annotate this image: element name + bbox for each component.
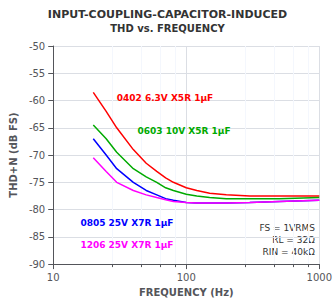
svg-text:FS = 1VRMS: FS = 1VRMS xyxy=(259,223,315,233)
svg-text:-85: -85 xyxy=(29,231,45,242)
svg-text:THD+N (dB FS): THD+N (dB FS) xyxy=(8,112,19,197)
svg-text:-55: -55 xyxy=(29,68,45,79)
svg-text:INPUT-COUPLING-CAPACITOR-INDUC: INPUT-COUPLING-CAPACITOR-INDUCED xyxy=(48,8,287,21)
svg-text:RIN = 40kΩ: RIN = 40kΩ xyxy=(263,247,316,257)
svg-text:-75: -75 xyxy=(29,177,45,188)
svg-text:10: 10 xyxy=(47,272,60,283)
svg-text:-70: -70 xyxy=(29,150,45,161)
svg-text:-65: -65 xyxy=(29,122,45,133)
svg-text:-60: -60 xyxy=(29,95,45,106)
svg-text:FREQUENCY (Hz): FREQUENCY (Hz) xyxy=(139,287,234,298)
svg-text:-50: -50 xyxy=(29,41,45,52)
svg-text:100: 100 xyxy=(177,272,196,283)
svg-text:0805 25V X7R 1μF: 0805 25V X7R 1μF xyxy=(80,218,173,228)
svg-text:-80: -80 xyxy=(29,204,45,215)
svg-text:0402 6.3V X5R 1μF: 0402 6.3V X5R 1μF xyxy=(117,93,214,103)
svg-text:1206 25V X7R 1μF: 1206 25V X7R 1μF xyxy=(80,240,173,250)
svg-text:0603 10V X5R 1μF: 0603 10V X5R 1μF xyxy=(137,126,230,136)
svg-text:THD vs. FREQUENCY: THD vs. FREQUENCY xyxy=(110,23,225,34)
svg-text:-90: -90 xyxy=(29,259,45,270)
svg-text:1000: 1000 xyxy=(307,272,332,283)
